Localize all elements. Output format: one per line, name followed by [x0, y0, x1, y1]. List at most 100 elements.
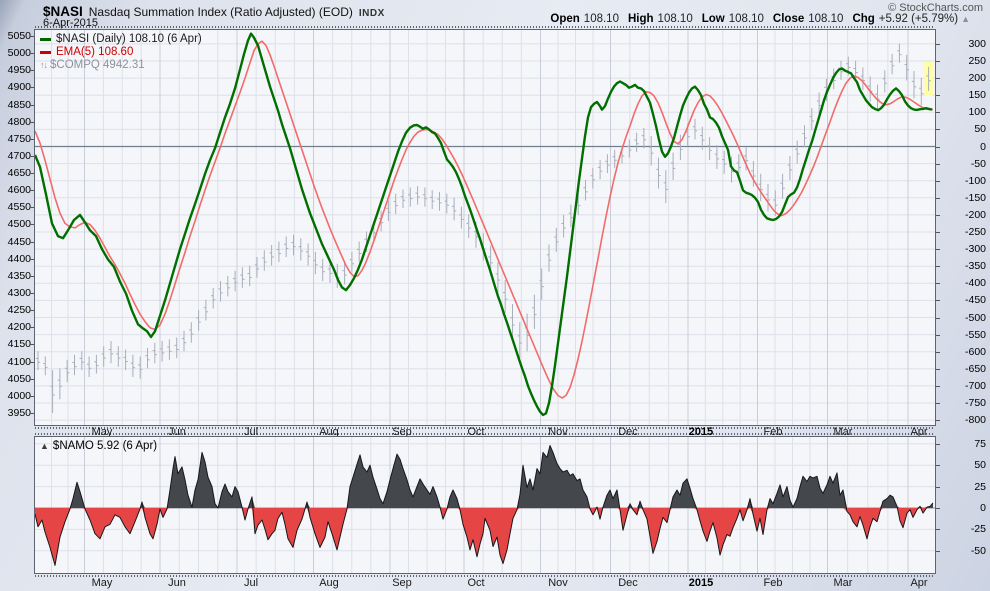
- right-axis-tick-label: -250: [964, 226, 986, 238]
- right-axis-tick: [936, 266, 940, 267]
- right-axis-tick: [936, 198, 940, 199]
- right-axis-tick-label: -500: [964, 312, 986, 324]
- left-axis-tick: [30, 53, 34, 54]
- month-label: Dec: [618, 426, 638, 438]
- right-axis-tick: [936, 283, 940, 284]
- month-label: Feb: [763, 426, 783, 438]
- ema5-line: [34, 40, 933, 399]
- tick-strip: [35, 26, 935, 28]
- right-axis-tick: [936, 369, 940, 370]
- left-axis-tick: [30, 190, 34, 191]
- right-axis-tick-label: -350: [964, 260, 986, 272]
- month-label: Nov: [548, 426, 568, 438]
- right-axis-tick-label: -750: [964, 397, 986, 409]
- month-label: Feb: [763, 577, 783, 589]
- right-axis-tick: [936, 112, 940, 113]
- namo-axis-tick: [936, 529, 940, 530]
- namo-chart-svg: [34, 437, 935, 573]
- left-axis-tick: [30, 293, 34, 294]
- right-axis-tick-label: 150: [968, 89, 986, 101]
- namo-axis-tick: [936, 444, 940, 445]
- namo-axis-tick-label: 75: [974, 438, 986, 450]
- month-label: 2015: [688, 426, 714, 438]
- right-axis-tick-label: 100: [968, 106, 986, 118]
- left-axis-tick-label: 5000: [7, 47, 31, 59]
- month-label: 2015: [688, 577, 714, 589]
- namo-axis-tick-label: 50: [974, 459, 986, 471]
- right-axis-tick-label: 0: [980, 141, 986, 153]
- month-label: Oct: [467, 577, 485, 589]
- left-axis-tick: [30, 156, 34, 157]
- namo-axis-tick-label: 25: [974, 481, 986, 493]
- main-chart-panel: [33, 29, 936, 426]
- month-label: Dec: [618, 577, 638, 589]
- namo-indicator-panel: [34, 436, 936, 574]
- month-label: Nov: [548, 577, 568, 589]
- right-axis-tick-label: 300: [968, 38, 986, 50]
- nasi-line: [33, 32, 933, 417]
- left-axis-tick: [30, 87, 34, 88]
- right-axis-tick: [936, 215, 940, 216]
- right-axis-tick-label: -450: [964, 294, 986, 306]
- left-axis-tick-label: 4700: [7, 150, 31, 162]
- left-axis-tick-label: 4850: [7, 99, 31, 111]
- left-axis-tick: [30, 139, 34, 140]
- page-title: Nasdaq Summation Index (Ratio Adjusted) …: [88, 5, 353, 19]
- month-label: Apr: [910, 577, 928, 589]
- quote-label: Close: [772, 13, 805, 25]
- quote-label: Low: [701, 13, 725, 25]
- right-axis-tick: [936, 78, 940, 79]
- right-axis-tick: [936, 386, 940, 387]
- left-axis-tick: [30, 379, 34, 380]
- right-axis-tick-label: 50: [974, 123, 986, 135]
- right-axis-tick-label: -100: [964, 175, 986, 187]
- left-axis-tick-label: 4150: [7, 338, 31, 350]
- right-axis-tick-label: -600: [964, 346, 986, 358]
- month-label: Mar: [833, 426, 853, 438]
- right-axis-tick-label: -200: [964, 209, 986, 221]
- legend-item-namo: ▲ $NAMO 5.92 (6 Apr): [40, 440, 157, 453]
- right-axis-tick: [936, 420, 940, 421]
- left-axis-tick: [30, 396, 34, 397]
- nasi-line-swatch-icon: [40, 38, 51, 41]
- quote-label: Chg: [852, 13, 875, 25]
- legend-label: $COMPQ 4942.31: [50, 59, 145, 71]
- left-axis-tick-label: 4450: [7, 236, 31, 248]
- left-axis-tick-label: 4500: [7, 218, 31, 230]
- month-label: May: [91, 577, 113, 589]
- tick-strip: [35, 427, 935, 429]
- namo-axis-tick: [936, 508, 940, 509]
- month-label: Oct: [467, 426, 485, 438]
- namo-axis-tick-label: -25: [970, 523, 986, 535]
- month-label: May: [91, 426, 113, 438]
- tick-strip: [35, 433, 935, 435]
- right-axis-tick: [936, 232, 940, 233]
- right-axis-tick: [936, 300, 940, 301]
- namo-axis-tick-label: -50: [970, 545, 986, 557]
- left-axis-tick: [30, 207, 34, 208]
- left-axis-tick-label: 4250: [7, 304, 31, 316]
- up-down-arrows-icon: ↑↓: [40, 60, 48, 70]
- left-axis-tick: [30, 173, 34, 174]
- left-axis-tick: [30, 36, 34, 37]
- left-axis-tick-label: 4050: [7, 373, 31, 385]
- left-axis-tick-label: 4800: [7, 116, 31, 128]
- right-axis-tick: [936, 335, 940, 336]
- left-axis-tick-label: 4200: [7, 321, 31, 333]
- namo-axis-tick: [936, 551, 940, 552]
- quote-value: 108.10: [728, 13, 764, 25]
- namo-axis-tick-label: 0: [980, 502, 986, 514]
- right-axis-tick: [936, 352, 940, 353]
- left-axis-tick-label: 4600: [7, 184, 31, 196]
- left-axis-tick-label: 4550: [7, 201, 31, 213]
- left-axis-tick: [30, 70, 34, 71]
- right-axis-tick: [936, 95, 940, 96]
- quote-value: 108.10: [808, 13, 844, 25]
- left-axis-tick: [30, 413, 34, 414]
- right-axis-tick-label: -550: [964, 329, 986, 341]
- right-axis-tick: [936, 181, 940, 182]
- quote-value: 108.10: [583, 13, 619, 25]
- left-axis-tick: [30, 122, 34, 123]
- month-label: Aug: [319, 426, 339, 438]
